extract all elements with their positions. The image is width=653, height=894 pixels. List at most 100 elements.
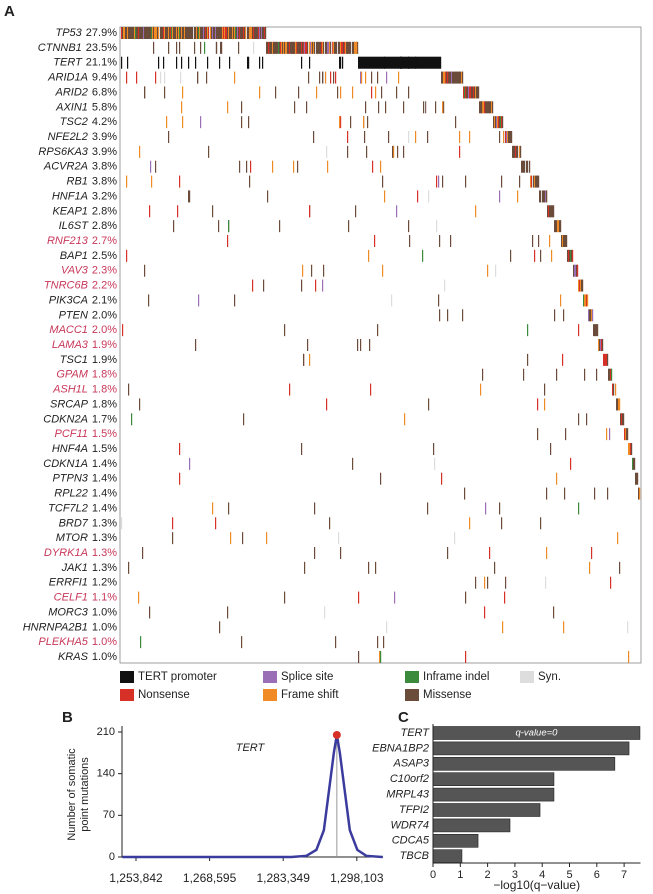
mutation-mark bbox=[347, 131, 349, 143]
mutation-mark bbox=[617, 532, 619, 545]
mutation-mark bbox=[277, 41, 279, 54]
mutation-mark bbox=[450, 235, 452, 247]
mutation-mark bbox=[151, 27, 153, 39]
mutation-mark bbox=[584, 294, 586, 307]
mutation-mark bbox=[578, 279, 580, 292]
gene-name: KEAP1 bbox=[52, 205, 87, 217]
mutation-mark bbox=[153, 27, 155, 39]
gene-percent: 3.8% bbox=[92, 161, 117, 173]
mutation-mark bbox=[484, 606, 486, 619]
mutation-mark bbox=[318, 41, 320, 54]
mutation-mark bbox=[323, 264, 325, 277]
gene-label: ERRFI1 1.2% bbox=[49, 577, 117, 589]
gene-name: TSC1 bbox=[60, 354, 88, 366]
mutation-mark bbox=[407, 56, 409, 69]
gene-percent: 1.8% bbox=[92, 398, 117, 410]
bar bbox=[432, 849, 463, 864]
gene-percent: 2.5% bbox=[92, 250, 117, 262]
gene-label: TSC1 1.9% bbox=[60, 354, 117, 366]
gene-label: PCF11 1.5% bbox=[55, 428, 118, 440]
mutation-mark bbox=[521, 160, 523, 173]
mutation-mark bbox=[286, 41, 288, 54]
gene-name: MTOR bbox=[56, 532, 88, 544]
mutation-mark bbox=[421, 56, 423, 69]
mutation-mark bbox=[483, 101, 485, 114]
gene-name: PTEN bbox=[59, 309, 88, 321]
mutation-mark bbox=[173, 27, 175, 39]
mutation-mark bbox=[188, 27, 190, 39]
mutation-mark bbox=[314, 502, 316, 515]
mutation-mark bbox=[625, 428, 627, 441]
mutation-mark bbox=[562, 353, 564, 366]
mutation-mark bbox=[582, 279, 584, 292]
mutation-mark bbox=[241, 27, 243, 39]
gene-label: HNF1A 3.2% bbox=[52, 190, 117, 202]
mutation-mark bbox=[591, 547, 593, 559]
mutation-mark bbox=[615, 383, 617, 396]
annotation: q-value=0 bbox=[515, 728, 558, 739]
mutation-mark bbox=[236, 27, 238, 39]
mutation-mark bbox=[172, 27, 174, 39]
mutation-mark bbox=[637, 472, 639, 485]
mutation-mark bbox=[250, 160, 252, 173]
mutation-mark bbox=[545, 576, 547, 589]
mutation-mark bbox=[374, 56, 376, 69]
mutation-mark bbox=[424, 56, 426, 69]
mutation-mark bbox=[315, 279, 317, 292]
gene-percent: 2.8% bbox=[92, 220, 117, 232]
gene-label: TNRC6B 2.2% bbox=[44, 279, 117, 291]
mutation-mark bbox=[462, 309, 464, 322]
mutation-mark bbox=[214, 27, 216, 39]
mutation-mark bbox=[187, 27, 189, 39]
mutation-mark bbox=[194, 27, 196, 39]
category-label: TBCB bbox=[400, 850, 429, 862]
mutation-mark bbox=[441, 472, 443, 485]
mutation-mark bbox=[173, 220, 175, 233]
mutation-mark bbox=[293, 41, 295, 54]
mutation-mark bbox=[256, 27, 258, 39]
mutation-mark bbox=[181, 56, 183, 69]
mutation-mark bbox=[435, 56, 437, 69]
mutation-mark bbox=[589, 309, 591, 322]
mutation-mark bbox=[201, 27, 203, 39]
x-tick-label: 1,253,842 bbox=[109, 871, 163, 885]
mutation-mark bbox=[546, 547, 548, 559]
mutation-mark bbox=[423, 56, 425, 69]
mutation-mark bbox=[517, 145, 519, 158]
mutation-mark bbox=[546, 487, 548, 500]
mutation-mark bbox=[179, 472, 181, 485]
gene-name: DYRK1A bbox=[44, 547, 88, 559]
mutation-mark bbox=[288, 41, 290, 54]
mutation-mark bbox=[139, 398, 141, 411]
mutation-mark bbox=[127, 27, 129, 39]
mutation-mark bbox=[147, 27, 149, 39]
mutation-mark bbox=[203, 27, 205, 39]
mutation-mark bbox=[564, 235, 566, 247]
mutation-mark bbox=[126, 175, 128, 188]
mutation-mark bbox=[447, 71, 449, 84]
mutation-mark bbox=[392, 145, 394, 158]
chart-title: TERT bbox=[236, 742, 266, 754]
mutation-mark bbox=[227, 235, 229, 247]
mutation-mark bbox=[239, 160, 241, 173]
mutation-mark bbox=[301, 279, 303, 292]
mutation-mark bbox=[554, 309, 556, 322]
mutation-mark bbox=[453, 71, 455, 84]
mutation-mark bbox=[352, 41, 354, 54]
mutation-mark bbox=[423, 101, 425, 114]
mutation-mark bbox=[512, 145, 514, 158]
mutation-mark bbox=[551, 249, 553, 262]
mutation-mark bbox=[441, 71, 443, 84]
mutation-mark bbox=[415, 131, 417, 143]
mutation-mark bbox=[339, 41, 341, 54]
mutation-mark bbox=[386, 71, 388, 84]
mutation-mark bbox=[367, 116, 369, 129]
mutation-mark bbox=[176, 41, 178, 54]
mutation-mark bbox=[209, 27, 211, 39]
mutation-mark bbox=[606, 353, 608, 366]
mutation-mark bbox=[179, 443, 181, 455]
mutation-mark bbox=[131, 27, 133, 39]
mutation-mark bbox=[269, 41, 271, 54]
gene-label: PTPN3 1.4% bbox=[52, 473, 117, 485]
mutation-mark bbox=[276, 41, 278, 54]
